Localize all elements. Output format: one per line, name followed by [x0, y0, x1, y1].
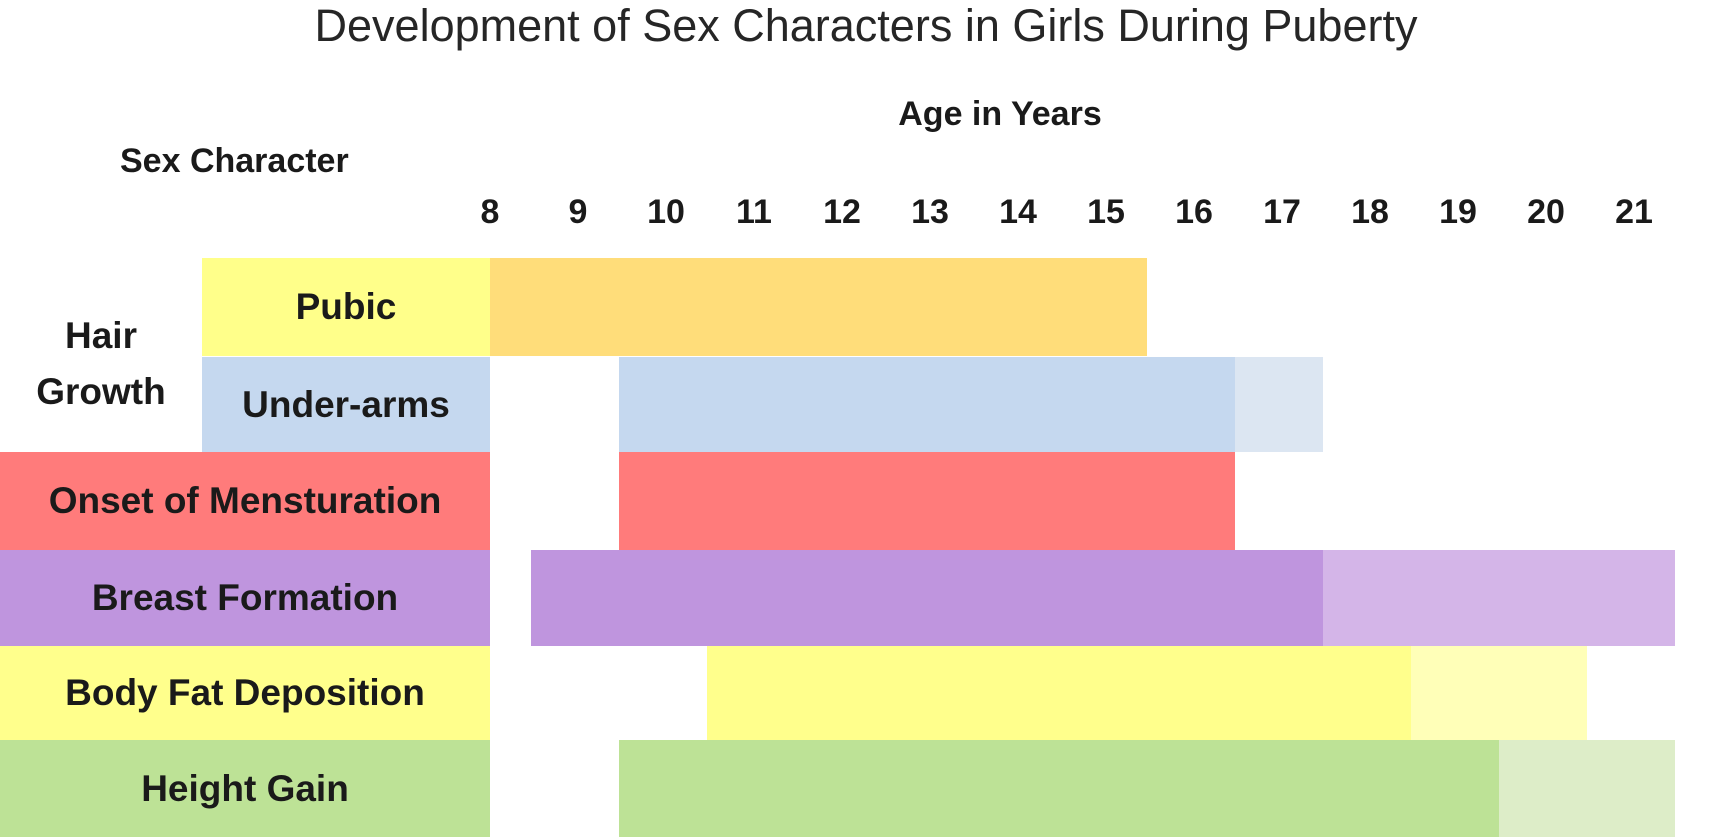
x-tick-label: 19 — [1439, 193, 1477, 231]
chart-title: Development of Sex Characters in Girls D… — [314, 0, 1418, 51]
group-label-line: Growth — [36, 371, 166, 412]
x-tick-label: 12 — [823, 193, 861, 231]
x-tick-label: 18 — [1351, 193, 1389, 231]
x-tick-label: 21 — [1615, 193, 1653, 231]
x-tick-label: 9 — [568, 193, 588, 231]
row-label-breast-formation: Breast Formation — [0, 550, 490, 646]
x-tick-label: 16 — [1175, 193, 1213, 231]
x-tick-label: 11 — [736, 193, 772, 231]
x-tick-label: 14 — [999, 193, 1037, 231]
x-tick-label: 20 — [1527, 193, 1565, 231]
x-tick-label: 17 — [1263, 193, 1301, 231]
bar-pubic — [443, 258, 1147, 356]
bar-under-arms — [619, 357, 1235, 452]
bar-extension-body-fat-deposition — [1411, 646, 1587, 740]
x-tick-label: 13 — [911, 193, 949, 231]
group-label-hair-growth: Hair Growth — [0, 308, 202, 420]
bar-onset-of-mensturation — [619, 452, 1235, 550]
row-header-label: Sex Character — [120, 142, 349, 180]
row-label-pubic: Pubic — [202, 258, 490, 356]
bar-extension-under-arms — [1235, 357, 1323, 452]
row-label-under-arms: Under-arms — [202, 357, 490, 452]
row-label-body-fat-deposition: Body Fat Deposition — [0, 646, 490, 740]
row-label-height-gain: Height Gain — [0, 740, 490, 837]
x-axis-label: Age in Years — [898, 95, 1102, 133]
bar-extension-breast-formation — [1323, 550, 1675, 646]
x-tick-label: 15 — [1087, 193, 1125, 231]
x-tick-label: 10 — [647, 193, 685, 231]
group-label-line: Hair — [65, 315, 137, 356]
bar-extension-height-gain — [1499, 740, 1675, 837]
row-label-onset-of-mensturation: Onset of Mensturation — [0, 452, 490, 550]
bar-height-gain — [619, 740, 1499, 837]
bar-body-fat-deposition — [707, 646, 1411, 740]
x-tick-label: 8 — [480, 193, 500, 231]
bar-breast-formation — [531, 550, 1323, 646]
